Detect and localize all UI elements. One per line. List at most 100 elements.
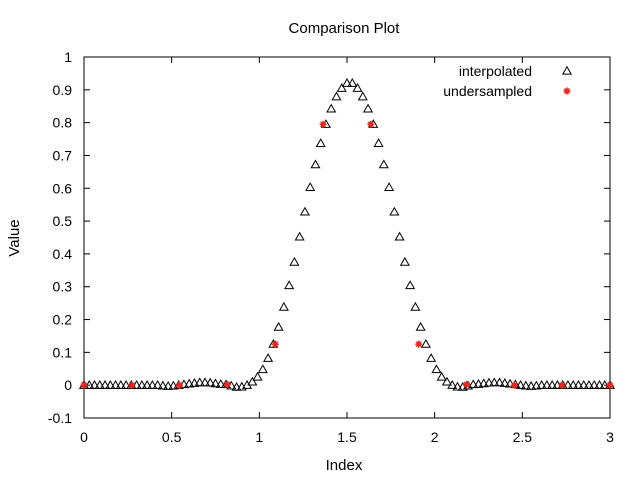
chart-title: Comparison Plot xyxy=(289,20,401,37)
interpolated-point xyxy=(378,159,389,169)
x-tick-label: 2 xyxy=(431,429,439,445)
interpolated-point xyxy=(163,380,174,390)
y-tick-label: 0.5 xyxy=(53,213,73,229)
interpolated-point xyxy=(578,379,589,389)
interpolated-point xyxy=(110,379,121,389)
undersampled-point xyxy=(558,381,566,389)
undersampled-point xyxy=(271,340,279,348)
interpolated-point xyxy=(305,182,316,191)
interpolated-point xyxy=(399,256,410,266)
interpolated-point xyxy=(94,379,105,389)
interpolated-point xyxy=(489,377,500,387)
interpolated-point xyxy=(547,379,558,389)
x-axis-label: Index xyxy=(326,457,363,474)
interpolated-point xyxy=(310,159,321,169)
interpolated-point xyxy=(526,380,537,390)
interpolated-point xyxy=(452,381,463,391)
interpolated-point xyxy=(331,91,342,101)
interpolated-point xyxy=(152,379,163,389)
interpolated-point xyxy=(420,338,431,348)
interpolated-point xyxy=(284,280,295,290)
interpolated-point xyxy=(289,256,300,266)
interpolated-point xyxy=(257,364,268,374)
legend-symbol-interpolated xyxy=(561,65,573,75)
y-tick-label: 0.6 xyxy=(53,180,73,196)
interpolated-point xyxy=(426,353,437,362)
y-tick-label: 0.4 xyxy=(53,246,73,262)
interpolated-point xyxy=(189,378,200,387)
interpolated-point xyxy=(115,379,126,389)
interpolated-point xyxy=(157,380,168,390)
y-tick-label: 0.3 xyxy=(53,279,73,295)
y-tick-label: 0.2 xyxy=(53,312,73,328)
interpolated-point xyxy=(373,138,384,147)
interpolated-point xyxy=(447,379,458,389)
interpolated-point xyxy=(483,377,495,387)
interpolated-point xyxy=(499,378,510,387)
legend-star-symbol xyxy=(563,87,571,95)
interpolated-point xyxy=(136,379,147,389)
interpolated-point xyxy=(231,381,242,391)
x-tick-label: 0 xyxy=(80,429,88,445)
interpolated-point xyxy=(589,379,600,389)
interpolated-point xyxy=(121,379,132,389)
y-tick-label: 0.9 xyxy=(53,82,73,98)
interpolated-point xyxy=(194,377,205,387)
y-tick-label: 0.8 xyxy=(53,115,73,131)
y-tick-label: 0 xyxy=(64,377,72,393)
interpolated-point xyxy=(384,182,395,191)
x-tick-label: 2.5 xyxy=(513,429,533,445)
interpolated-point xyxy=(562,379,573,389)
interpolated-point xyxy=(205,377,216,387)
interpolated-point xyxy=(594,379,605,389)
y-tick-label: 1 xyxy=(64,49,72,65)
interpolated-point xyxy=(494,377,505,387)
x-tick-label: 1 xyxy=(255,429,263,445)
y-tick-label: 0.7 xyxy=(53,147,73,163)
interpolated-point xyxy=(299,206,310,216)
interpolated-point xyxy=(99,379,111,389)
interpolated-point xyxy=(573,379,584,389)
interpolated-point xyxy=(105,379,116,389)
undersampled-point xyxy=(80,381,88,389)
interpolated-point xyxy=(357,91,368,101)
legend-label-undersampled: undersampled xyxy=(443,83,532,99)
undersampled-point xyxy=(319,120,327,128)
interpolated-point xyxy=(410,301,421,311)
undersampled-point xyxy=(175,381,184,389)
interpolated-point xyxy=(394,231,405,241)
y-axis-label: Value xyxy=(6,219,23,256)
interpolated-point xyxy=(168,380,179,390)
interpolated-point xyxy=(515,379,526,389)
interpolated-point xyxy=(89,379,100,389)
interpolated-point xyxy=(441,376,453,386)
interpolated-point xyxy=(247,376,258,386)
interpolated-point xyxy=(184,378,195,388)
interpolated-point xyxy=(263,353,274,362)
interpolated-point xyxy=(142,379,153,389)
x-tick-label: 3 xyxy=(606,429,614,445)
interpolated-point xyxy=(326,103,337,113)
interpolated-point xyxy=(531,380,542,390)
x-tick-label: 1.5 xyxy=(337,429,357,445)
interpolated-point xyxy=(520,380,531,390)
interpolated-point xyxy=(473,378,484,388)
interpolated-point xyxy=(478,378,489,388)
interpolated-point xyxy=(347,78,358,87)
x-tick-labels: 0 0.5 1 1.5 2 2.5 3 xyxy=(80,429,614,445)
interpolated-point xyxy=(252,371,263,381)
interpolated-point xyxy=(199,377,211,387)
interpolated-point xyxy=(147,379,158,389)
interpolated-point xyxy=(336,82,347,92)
y-tick-labels: -0.1 0 0.1 0.2 0.3 0.4 0.5 0.6 0.7 0.8 0.9 1 xyxy=(48,49,72,426)
undersampled-point xyxy=(367,120,375,128)
interpolated-point xyxy=(273,321,284,331)
interpolated-point xyxy=(583,379,595,389)
undersampled-point xyxy=(462,380,471,389)
undersampled-point xyxy=(415,340,423,348)
interpolated-point xyxy=(341,78,353,87)
interpolated-point xyxy=(536,379,547,389)
undersampled-point xyxy=(606,381,614,389)
undersampled-point xyxy=(128,381,136,389)
